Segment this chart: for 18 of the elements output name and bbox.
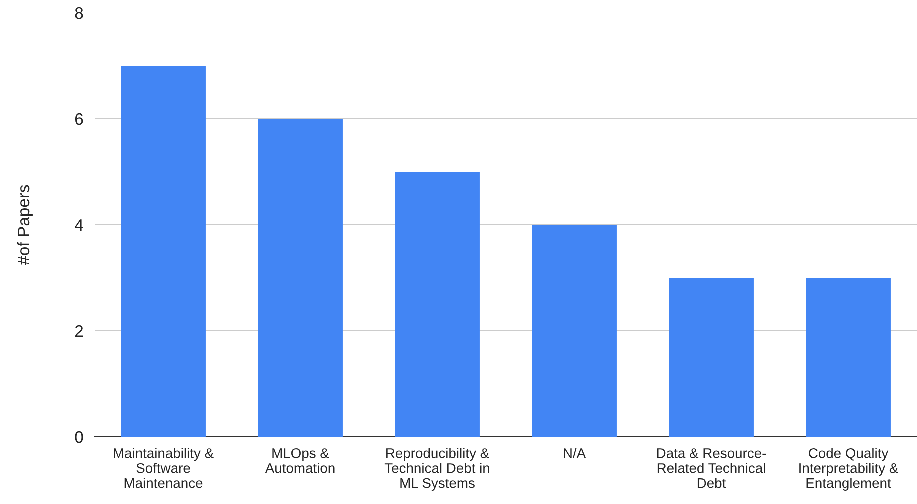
- bar: [532, 225, 617, 437]
- x-tick-label: N/A: [564, 448, 586, 458]
- x-tick-label: Maintainability & Software Maintenance: [114, 448, 214, 488]
- y-tick-label: 2: [75, 325, 84, 338]
- x-tick-label: Data & Resource- Related Technical Debt: [657, 448, 766, 488]
- bar: [121, 66, 206, 437]
- y-tick-label: 0: [75, 431, 84, 444]
- bar: [806, 278, 891, 437]
- x-tick-label: Reproducibility & Technical Debt in ML Systems: [384, 448, 490, 491]
- y-tick-label: 8: [75, 7, 84, 20]
- y-axis-title: #of Papers: [17, 185, 33, 266]
- bar: [669, 278, 754, 437]
- y-tick-label: 4: [75, 220, 84, 232]
- x-tick-label: MLOps & Automation: [265, 448, 335, 474]
- y-tick-label: 6: [75, 113, 84, 126]
- bar: [395, 172, 480, 437]
- x-tick-label: Code Quality Interpretability & Entanglement: [800, 448, 898, 491]
- bar: [258, 119, 343, 437]
